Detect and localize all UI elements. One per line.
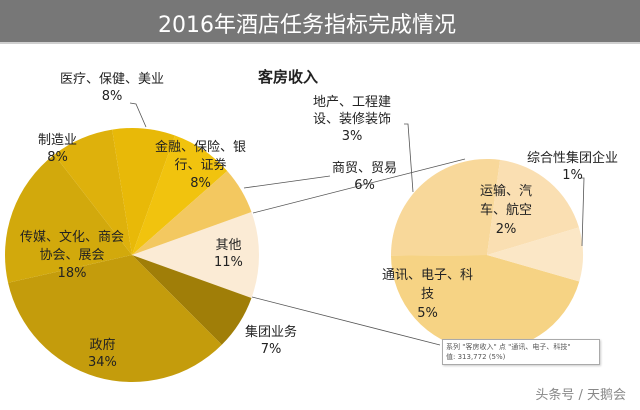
data-label-dichan: 地产、工程建 设、装修装饰 3% [313,94,391,145]
label-line: 1% [562,168,583,183]
label-line: 地产、工程建 [313,95,392,110]
data-label-jituan: 集团业务 7% [245,324,297,358]
connector-line-bottom [251,296,441,346]
data-label-zonghe: 综合性集团企业 1% [527,150,618,184]
label-line: 运输、汽 [480,184,533,199]
page-title: 2016年酒店任务指标完成情况 [158,13,456,38]
pie-slice[interactable] [132,211,259,299]
label-line: 8% [190,176,211,191]
leader-line-shangmao [243,175,331,189]
label-line: 技 [421,287,435,302]
pie-slice[interactable] [391,159,501,256]
label-line: 通讯、电子、科 [382,268,474,283]
label-line: 医疗、保健、美业 [60,72,165,87]
label-line: 7% [260,342,282,357]
data-label-qita: 其他 11% [214,237,243,271]
label-line: 34% [88,355,117,370]
pie-slice[interactable] [487,159,579,255]
pie-slice[interactable] [132,171,252,255]
label-line: 集团业务 [245,325,298,340]
connector-line-top [252,158,466,214]
leader-line-dichan [404,123,414,193]
data-label-zhengfu: 政府 34% [88,337,117,371]
label-line: 8% [47,150,68,165]
pie-slice[interactable] [4,154,133,283]
data-label-shangmao: 商贸、贸易 6% [332,160,397,194]
label-line: 协会、展会 [39,248,105,263]
label-line: 5% [417,306,438,321]
label-line: 3% [341,129,363,144]
data-label-tongxun: 通讯、电子、科技 5% [382,266,473,323]
data-label-zhizao: 制造业 8% [38,132,77,166]
secondary-pie [391,159,584,352]
data-label-jinrong: 金融、保险、银 行、证券 8% [155,139,246,193]
data-label-chuanmei: 传媒、文化、商会 协会、展会 18% [20,229,124,283]
label-line: 18% [57,266,87,281]
pie-slice[interactable] [132,135,228,255]
label-line: 行、证券 [174,158,227,173]
watermark: 头条号 / 天鹅会 [535,388,626,403]
label-line: 传媒、文化、商会 [20,230,125,245]
data-label-yiliao: 医疗、保健、美业 8% [60,71,164,105]
label-line: 综合性集团企业 [527,151,619,166]
label-line: 设、装修装饰 [313,112,392,127]
label-line: 2% [495,222,517,237]
data-label-yunshu: 运输、汽车、航空 2% [480,182,532,239]
main-pie [4,128,259,383]
label-line: 其他 [215,238,242,253]
leader-line-zonghe [580,177,585,247]
label-line: 6% [354,178,375,193]
pie-slice[interactable] [132,255,252,345]
chart-title: 客房收入 [258,68,319,86]
pie-slice[interactable] [112,128,176,255]
label-line: 车、航空 [480,203,533,218]
label-line: 政府 [89,338,116,353]
pie-slice[interactable] [8,255,222,383]
label-line: 11% [214,255,243,270]
pie-slice[interactable] [54,129,132,255]
label-line: 金融、保险、银 [155,140,247,155]
tooltip: 系列 "客房收入" 点 "通讯、电子、科技" 值: 313,772 (5%) [442,339,600,365]
label-line: 制造业 [38,133,78,148]
pie-slice[interactable] [391,255,580,352]
pie-slice[interactable] [487,227,584,282]
label-line: 商贸、贸易 [332,161,398,176]
leader-line-yiliao [129,102,147,128]
header-bar: 2016年酒店任务指标完成情况 [0,0,640,44]
label-line: 8% [101,89,123,104]
